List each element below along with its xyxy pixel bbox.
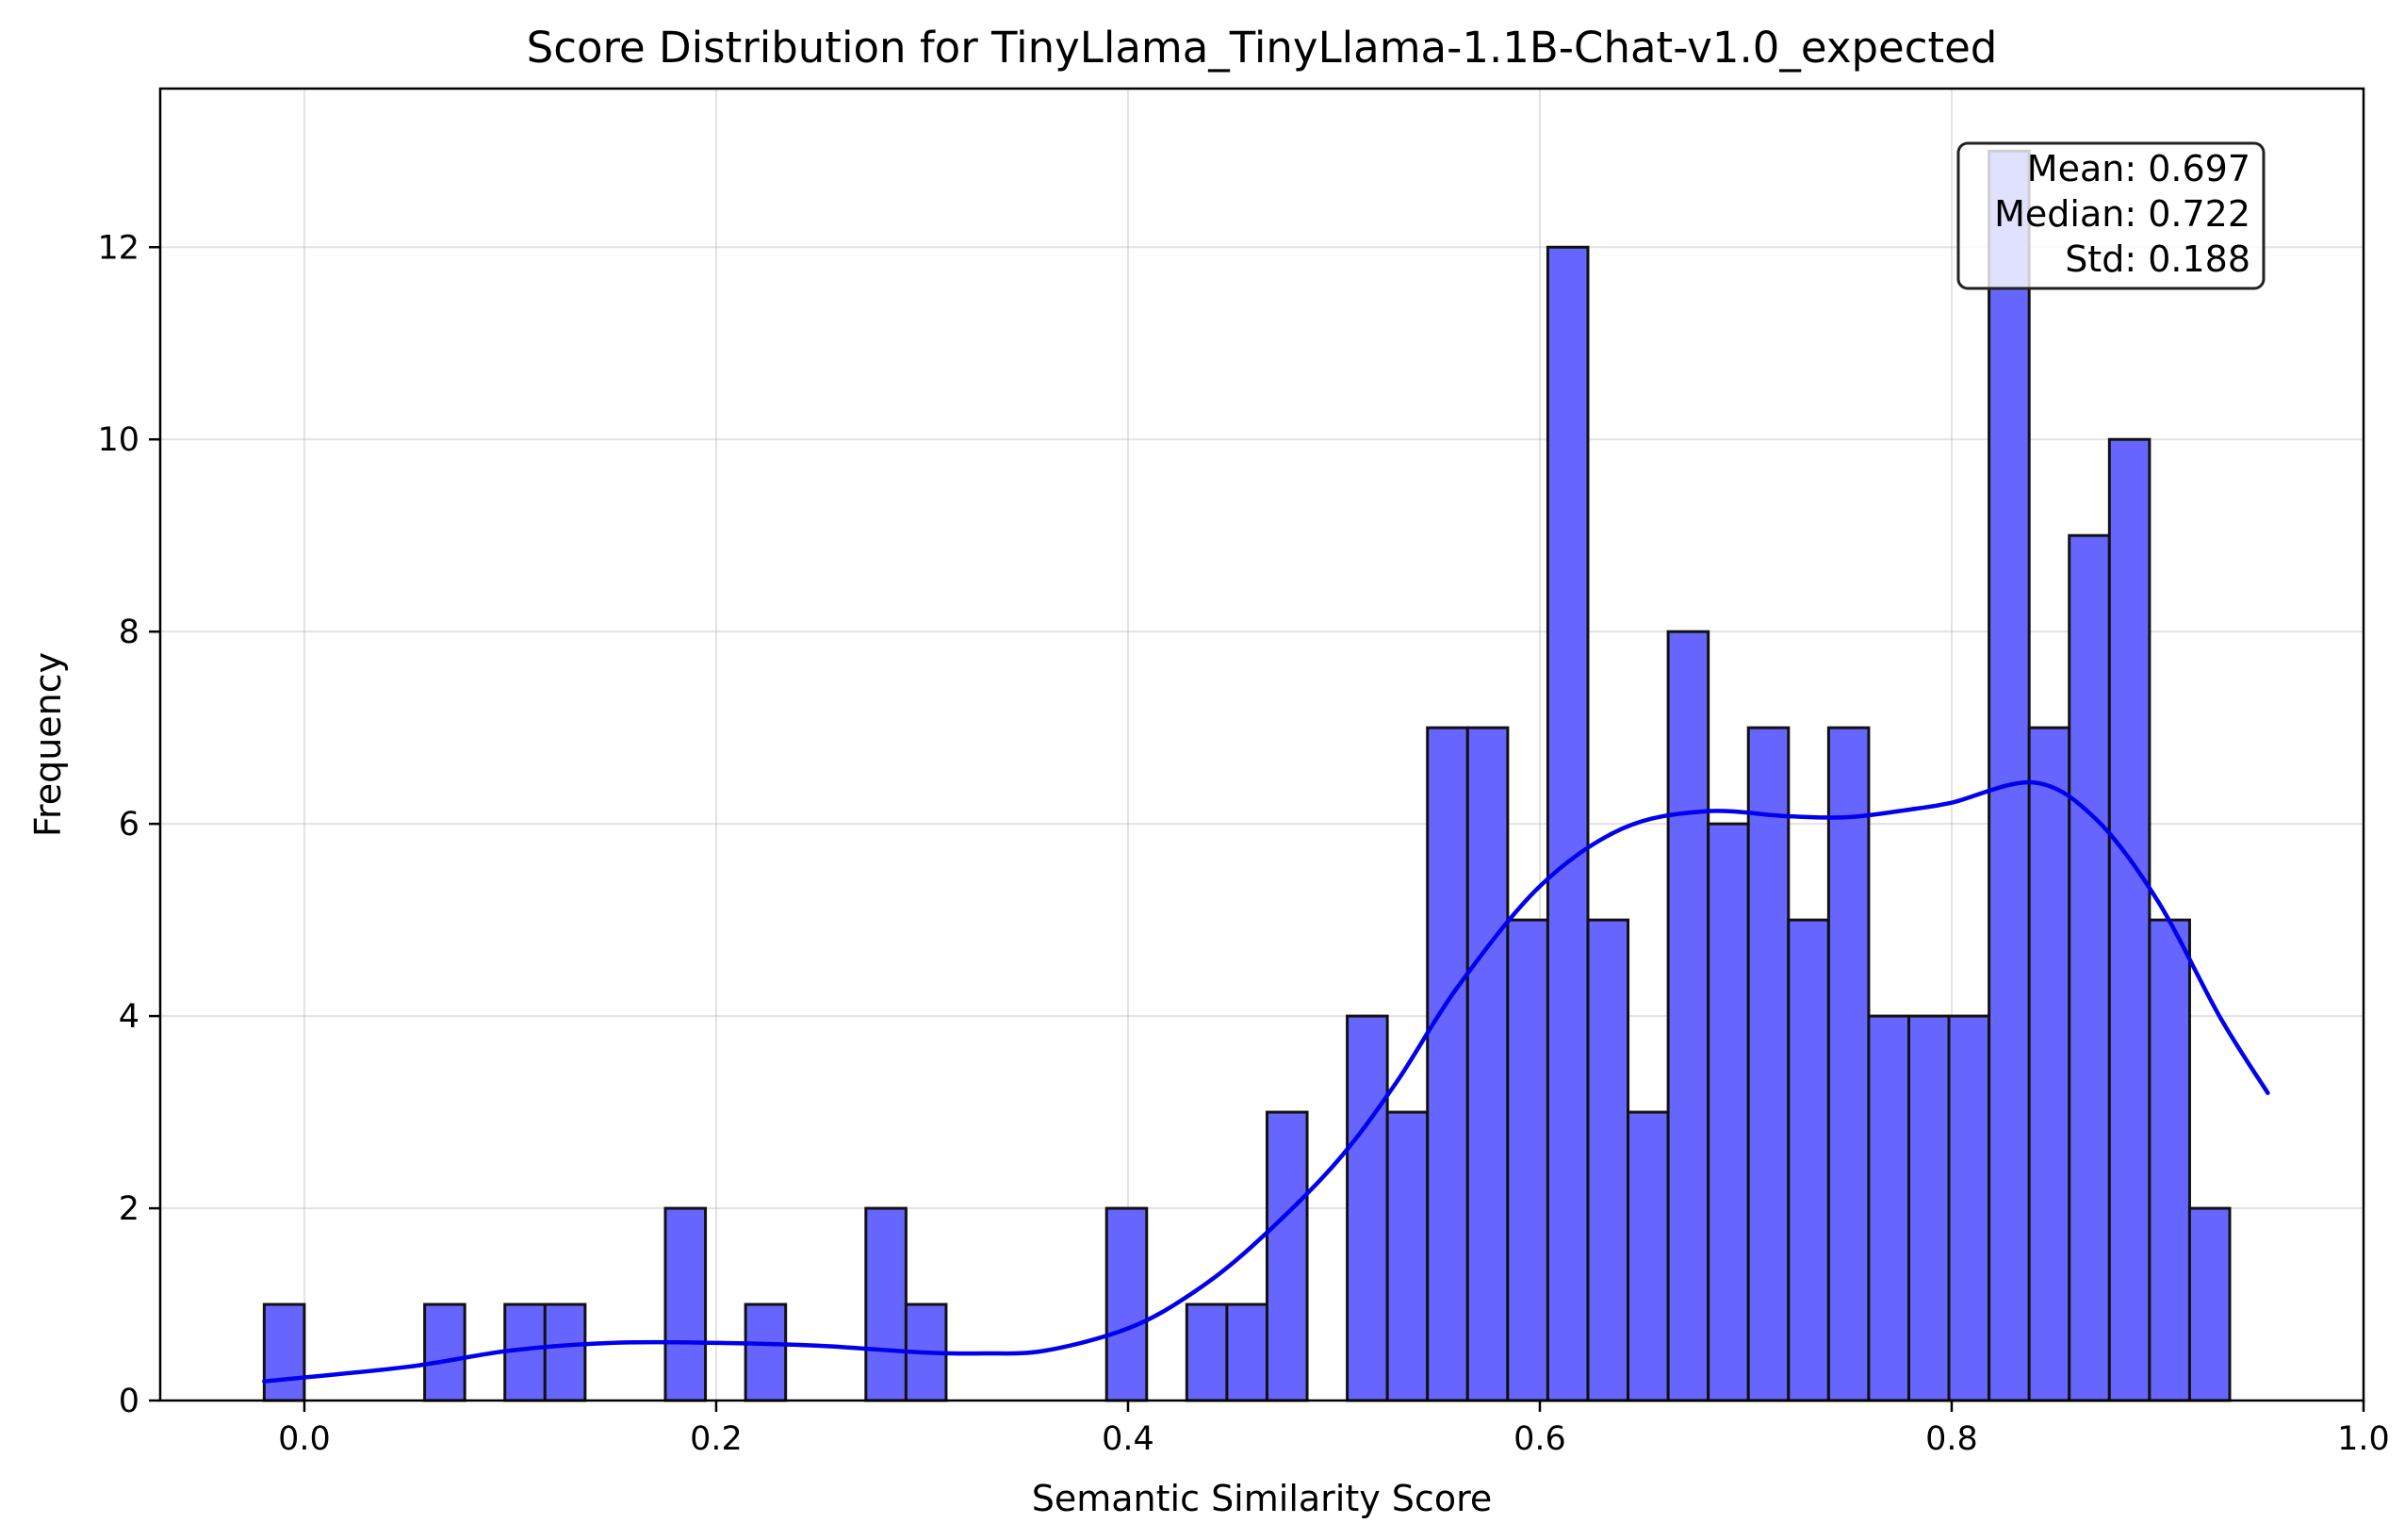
histogram-bar-28: [1385, 1110, 1430, 1402]
histogram-bar-21: [1104, 1206, 1149, 1402]
histogram-bar-35: [1666, 630, 1710, 1402]
x-tick-label-5: 1.0: [2337, 1420, 2390, 1458]
histogram-bar-47: [2148, 918, 2191, 1402]
y-tick-label-2: 4: [119, 998, 139, 1036]
histogram-bar-10: [663, 1206, 708, 1402]
histogram-bar-33: [1586, 918, 1630, 1402]
y-tick-label-5: 10: [97, 421, 139, 459]
kde-curve: [262, 779, 2270, 1384]
y-tick-label-0: 0: [119, 1383, 139, 1420]
x-tick-label-2: 0.4: [1102, 1420, 1154, 1458]
chart-title: Score Distribution for TinyLlama_TinyLla…: [527, 23, 1998, 73]
histogram-bar-24: [1225, 1302, 1268, 1402]
y-tick-label-4: 8: [119, 614, 139, 651]
histogram-bar-0: [262, 1302, 306, 1402]
stats-median: Median: 0.722: [1994, 193, 2250, 235]
histogram-bar-44: [2027, 726, 2071, 1402]
stats-box: Mean: 0.697 Median: 0.722 Std: 0.188: [1956, 141, 2266, 290]
histogram-bar-48: [2187, 1206, 2232, 1402]
x-tick-label-3: 0.6: [1513, 1420, 1566, 1458]
histogram-bar-4: [423, 1302, 466, 1402]
histogram-bar-25: [1265, 1110, 1309, 1402]
histogram-bar-39: [1826, 726, 1871, 1402]
histogram-bar-29: [1426, 726, 1469, 1402]
histogram-bar-27: [1346, 1014, 1389, 1402]
histogram-bar-30: [1465, 726, 1510, 1402]
plot-frame: [158, 87, 2365, 1402]
histogram-bar-23: [1185, 1302, 1229, 1402]
histogram-bar-37: [1746, 726, 1791, 1402]
x-tick-label-1: 0.2: [690, 1420, 743, 1458]
histogram-bar-41: [1906, 1014, 1951, 1402]
histogram-bar-36: [1707, 822, 1750, 1402]
histogram-bar-40: [1867, 1014, 1910, 1402]
y-tick-label-6: 12: [97, 229, 139, 267]
x-tick-label-0: 0.0: [278, 1420, 331, 1458]
x-tick-label-4: 0.8: [1925, 1420, 1978, 1458]
histogram-bar-31: [1506, 918, 1549, 1402]
y-tick-label-3: 6: [119, 806, 139, 844]
histogram-bar-7: [543, 1302, 587, 1402]
y-tick-label-1: 2: [119, 1190, 139, 1228]
histogram-bar-32: [1546, 245, 1590, 1402]
stats-box-frame: [1956, 141, 2266, 290]
histogram-bar-12: [744, 1302, 788, 1402]
histogram-bar-43: [1988, 149, 2031, 1402]
x-axis-label: Semantic Similarity Score: [1032, 1478, 1493, 1519]
y-axis-label: Frequency: [27, 652, 69, 837]
bars-layer: [262, 149, 2232, 1402]
ticks-layer: 0.0 0.2 0.4 0.6 0.8 1.0 0 2 4 6 8 10 12: [97, 229, 2389, 1458]
histogram-bar-38: [1787, 918, 1830, 1402]
histogram-bar-45: [2068, 533, 2111, 1402]
stats-std: Std: 0.188: [2065, 238, 2250, 280]
histogram-bar-46: [2107, 437, 2151, 1402]
histogram-bar-42: [1947, 1014, 1991, 1402]
stats-mean: Mean: 0.697: [2027, 148, 2250, 189]
histogram-bar-15: [864, 1206, 908, 1402]
histogram-bar-34: [1627, 1110, 1670, 1402]
